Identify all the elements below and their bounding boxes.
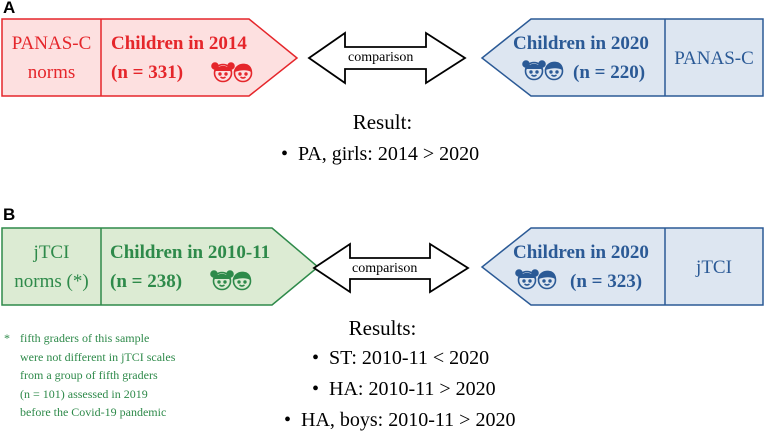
panel-b-result-item-3: • HA, boys: 2010-11 > 2020 <box>284 409 515 432</box>
panel-a-result-text: PA, girls: 2014 > 2020 <box>298 143 480 165</box>
panel-b-left-box <box>1 227 320 306</box>
panel-a-left-n: (n = 331) <box>111 62 184 83</box>
footnote-line: from a group of fifth graders <box>20 368 158 382</box>
panel-a-double-arrow-icon <box>307 31 467 85</box>
panel-b-left-kids-icon <box>210 270 252 291</box>
bullet-icon: • <box>312 378 320 400</box>
panel-a-left-title: Children in 2014 <box>111 33 247 54</box>
panel-b-norms-line1: jTCI <box>33 242 70 263</box>
panel-a-right-kids-icon <box>522 60 564 81</box>
panel-b-double-arrow-icon <box>312 242 470 294</box>
panel-b-letter: B <box>3 205 16 224</box>
panel-a-right-title: Children in 2020 <box>513 33 649 54</box>
panel-b-right-n: (n = 323) <box>570 271 643 292</box>
footnote-line: before the Covid-19 pandemic <box>20 405 167 419</box>
panel-a-right-n: (n = 220) <box>573 62 646 83</box>
panel-a-left-kids-icon <box>211 62 253 83</box>
footnote: fifth graders of this sample were not di… <box>20 329 175 422</box>
footnote-line: were not different in jTCI scales <box>20 349 176 364</box>
footnote-line: (n = 101) assessed in 2019 <box>20 386 148 401</box>
panel-a-norms-line2: norms <box>27 62 76 83</box>
panel-a-comparison-label: comparison <box>348 50 414 65</box>
bullet-icon: • <box>312 347 320 369</box>
panel-b-right-norms: jTCI <box>696 257 732 278</box>
panel-a-right-norms: PANAS-C <box>674 48 754 69</box>
panel-a-norms-line1: PANAS-C <box>11 33 92 54</box>
panel-a-left-box <box>1 18 299 97</box>
panel-b-result-item-1: • ST: 2010-11 < 2020 <box>312 347 489 370</box>
panel-b-result-text-2: HA: 2010-11 > 2020 <box>329 378 496 400</box>
footnote-marker: * <box>4 331 10 345</box>
panel-b-result-title: Results: <box>348 316 417 340</box>
bullet-icon: • <box>284 409 292 431</box>
panel-b-result-item-2: • HA: 2010-11 > 2020 <box>312 378 496 401</box>
footnote-line: fifth graders of this sample <box>20 331 150 345</box>
panel-b-left-n: (n = 238) <box>110 271 183 292</box>
panel-b-norms-line2: norms (*) <box>14 271 89 292</box>
bullet-icon: • <box>281 143 289 165</box>
panel-b-result-text-3: HA, boys: 2010-11 > 2020 <box>301 409 516 431</box>
panel-b-comparison-label: comparison <box>352 261 418 276</box>
panel-a-result-item: • PA, girls: 2014 > 2020 <box>281 143 479 166</box>
panel-b-right-title: Children in 2020 <box>513 242 649 263</box>
panel-b-right-kids-icon <box>515 269 557 290</box>
panel-a-result-title: Result: <box>352 110 413 134</box>
panel-b-left-title: Children in 2010-11 <box>110 242 271 263</box>
panel-b-result-text-1: ST: 2010-11 < 2020 <box>329 347 490 369</box>
panel-a-letter: A <box>3 0 16 17</box>
